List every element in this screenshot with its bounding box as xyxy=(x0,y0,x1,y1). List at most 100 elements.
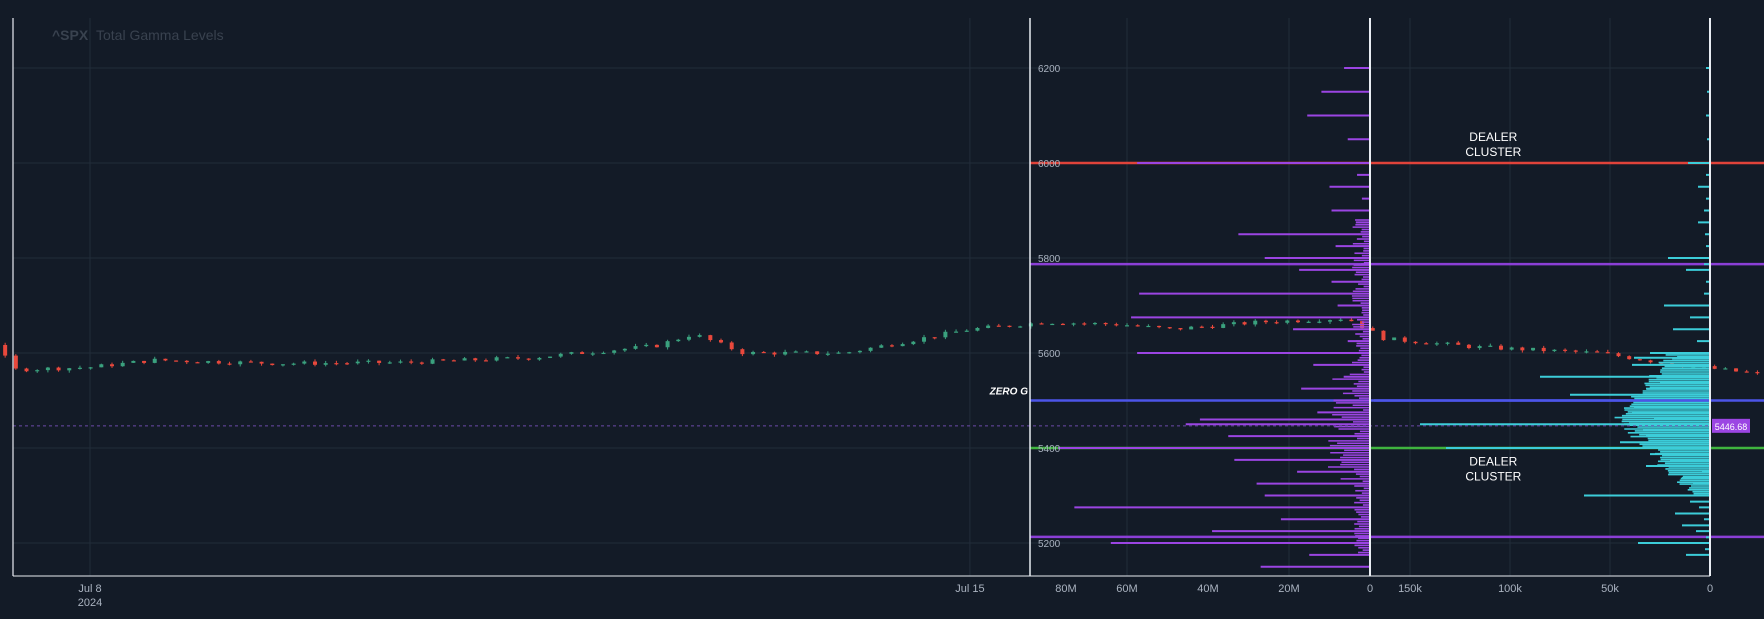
candle-body xyxy=(558,353,563,357)
candle-body xyxy=(954,331,959,333)
dealer-cluster-label: CLUSTER xyxy=(1465,145,1521,159)
candle-body xyxy=(1413,341,1418,344)
candle-body xyxy=(13,355,18,369)
candle-body xyxy=(1178,328,1183,330)
candle-body xyxy=(494,357,499,361)
candle-body xyxy=(1648,360,1653,363)
candle-body xyxy=(313,361,318,365)
candle-body xyxy=(1637,359,1642,361)
candle-body xyxy=(1189,326,1194,330)
grid xyxy=(13,18,1710,576)
candle-body xyxy=(1285,320,1290,323)
candle-body xyxy=(1039,323,1044,325)
candle-body xyxy=(1712,366,1717,369)
candle-body xyxy=(793,351,798,353)
candle-body xyxy=(1210,326,1215,328)
candle-body xyxy=(430,359,435,364)
candle-body xyxy=(355,361,360,364)
candle-body xyxy=(473,358,478,361)
last-price-label: 5446.68 xyxy=(1715,422,1748,432)
candle-body xyxy=(676,339,681,342)
candle-body xyxy=(1434,343,1439,345)
candle-body xyxy=(1050,323,1055,326)
candle-body xyxy=(334,363,339,365)
candle-body xyxy=(1253,320,1258,325)
candle-body xyxy=(462,358,467,361)
candle-body xyxy=(708,335,713,341)
volume-tick-label: 150k xyxy=(1398,583,1422,595)
candle-body xyxy=(1028,323,1033,327)
candle-body xyxy=(88,367,93,369)
candle-body xyxy=(1328,320,1333,322)
candle-body xyxy=(825,353,830,355)
candle-body xyxy=(1552,349,1557,352)
candle-body xyxy=(847,352,852,354)
candle-body xyxy=(996,325,1001,327)
candle-body xyxy=(569,352,574,354)
candle-body xyxy=(1744,371,1749,373)
candle-body xyxy=(686,336,691,340)
candle-body xyxy=(761,351,766,354)
candle-body xyxy=(291,363,296,365)
candle-body xyxy=(1007,325,1012,327)
candle-body xyxy=(975,327,980,331)
candle-body xyxy=(1060,323,1065,326)
gamma-tick-label: 80M xyxy=(1055,583,1076,595)
candle-body xyxy=(1616,353,1621,357)
candle-body xyxy=(1370,328,1375,331)
gamma-tick-label: 60M xyxy=(1116,583,1137,595)
candle-body xyxy=(548,356,553,358)
price-tick-label: 6000 xyxy=(1038,159,1061,170)
volume-tick-label: 0 xyxy=(1707,583,1713,595)
candle-body xyxy=(719,340,724,343)
gamma-tick-label: 0 xyxy=(1367,583,1373,595)
candle-body xyxy=(590,353,595,355)
candle-body xyxy=(911,341,916,345)
candle-body xyxy=(740,349,745,355)
candle-body xyxy=(259,361,264,364)
candle-body xyxy=(174,360,179,362)
candle-body xyxy=(483,360,488,362)
price-tick-label: 6200 xyxy=(1038,64,1061,75)
candle-body xyxy=(1402,337,1407,342)
candle-body xyxy=(302,361,307,364)
candle-body xyxy=(1221,324,1226,328)
candle-body xyxy=(280,364,285,366)
candle-body xyxy=(1456,342,1461,345)
level-label: ZERO G xyxy=(989,387,1029,398)
candle-body xyxy=(772,352,777,355)
candle-body xyxy=(1445,342,1450,344)
candle-body xyxy=(1627,356,1632,360)
price-tick-label: 5600 xyxy=(1038,349,1061,360)
candle-body xyxy=(879,345,884,348)
candle-body xyxy=(1199,326,1204,328)
candle-body xyxy=(1563,349,1568,351)
candle-body xyxy=(1541,347,1546,352)
gamma-tick-label: 40M xyxy=(1197,583,1218,595)
candle-body xyxy=(505,357,510,359)
candle-body xyxy=(1477,346,1482,349)
candle-body xyxy=(419,362,424,364)
candle-body xyxy=(56,367,61,371)
candle-body xyxy=(932,337,937,339)
candle-body xyxy=(1498,345,1503,350)
candle-body xyxy=(751,351,756,355)
candle-body xyxy=(1125,325,1130,327)
candle-body xyxy=(964,330,969,332)
candle-body xyxy=(633,346,638,349)
candle-body xyxy=(1338,319,1343,321)
candle-body xyxy=(345,363,350,365)
candle-body xyxy=(1114,324,1119,326)
candle-body xyxy=(1488,345,1493,347)
candle-body xyxy=(815,351,820,355)
candle-body xyxy=(409,361,414,363)
candle-body xyxy=(622,348,627,351)
candle-body xyxy=(1531,347,1536,351)
volume-tick-label: 50k xyxy=(1601,583,1619,595)
candle-body xyxy=(804,351,809,353)
candle-body xyxy=(99,364,104,368)
candle-body xyxy=(1424,343,1429,345)
candle-body xyxy=(1573,350,1578,352)
